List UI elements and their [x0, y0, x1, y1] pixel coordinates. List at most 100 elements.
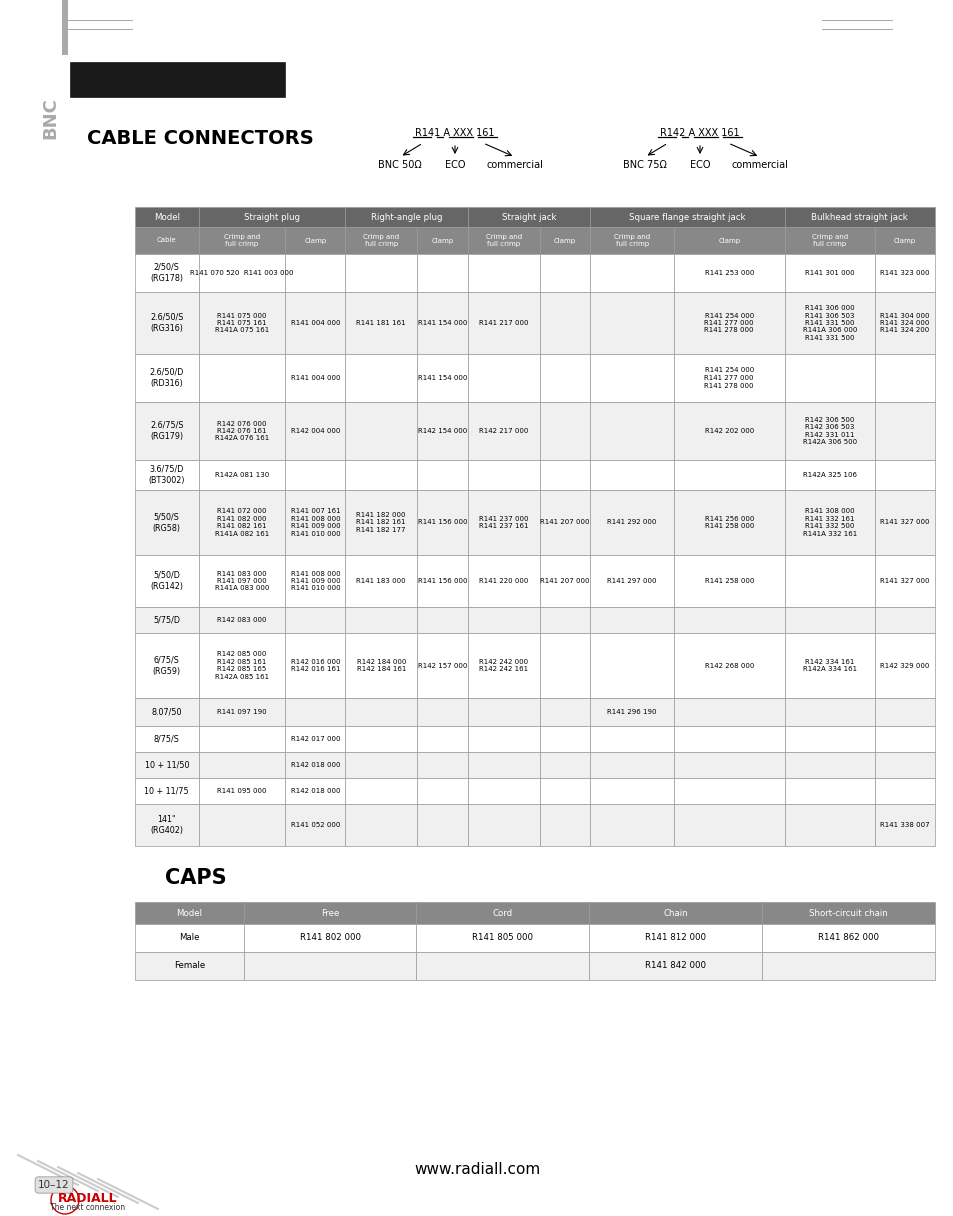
Text: R141 154 000: R141 154 000 [417, 320, 467, 326]
Bar [874, 751, 934, 778]
Bar [590, 804, 673, 846]
Bar [135, 751, 198, 778]
Text: Straight plug: Straight plug [244, 213, 299, 221]
Text: R141 183 000: R141 183 000 [356, 578, 406, 584]
Text: 2.6/50/S
(RG316): 2.6/50/S (RG316) [150, 313, 183, 333]
Bar [784, 804, 874, 846]
Bar [198, 490, 285, 554]
Bar [784, 554, 874, 607]
Bar [198, 460, 285, 490]
Bar [673, 698, 784, 726]
Bar [784, 634, 874, 698]
Text: Right-angle plug: Right-angle plug [371, 213, 442, 221]
Bar [468, 292, 539, 354]
Bar [673, 607, 784, 634]
Bar [468, 804, 539, 846]
Bar [70, 62, 285, 97]
Bar [784, 490, 874, 554]
Text: R141 007 161
R141 008 000
R141 009 000
R141 010 000: R141 007 161 R141 008 000 R141 009 000 R… [291, 508, 340, 536]
Bar [539, 460, 590, 490]
Bar [135, 254, 198, 292]
Bar [416, 634, 468, 698]
Text: CABLE CONNECTORS: CABLE CONNECTORS [87, 129, 313, 147]
Bar [874, 460, 934, 490]
Bar [673, 778, 784, 804]
Text: R141 301 000: R141 301 000 [804, 270, 854, 276]
Bar [416, 254, 468, 292]
Text: The next connexion: The next connexion [51, 1203, 126, 1211]
Text: R141 296 190: R141 296 190 [607, 709, 657, 715]
Bar [198, 804, 285, 846]
Bar [468, 227, 539, 254]
Text: R141 156 000: R141 156 000 [417, 578, 467, 584]
Bar [784, 698, 874, 726]
Text: Crimp and
full crimp: Crimp and full crimp [811, 233, 847, 247]
Bar [590, 726, 673, 751]
Bar [784, 354, 874, 402]
Bar [345, 490, 416, 554]
Bar [874, 726, 934, 751]
Bar [590, 254, 673, 292]
Text: R142 083 000: R142 083 000 [217, 617, 267, 623]
Text: Male: Male [179, 934, 199, 942]
Text: 5/75/D: 5/75/D [153, 615, 180, 625]
Bar [285, 227, 345, 254]
Bar [468, 554, 539, 607]
Bar [590, 354, 673, 402]
Bar [874, 490, 934, 554]
Bar [198, 778, 285, 804]
Text: 10–12: 10–12 [38, 1180, 70, 1190]
Bar [673, 460, 784, 490]
Bar [468, 634, 539, 698]
Bar [243, 924, 416, 952]
Text: R141 323 000: R141 323 000 [880, 270, 929, 276]
Bar [135, 952, 243, 980]
Bar [135, 607, 198, 634]
Text: R141 008 000
R141 009 000
R141 010 000: R141 008 000 R141 009 000 R141 010 000 [291, 570, 340, 591]
Bar [345, 402, 416, 460]
Bar [416, 554, 468, 607]
Text: R141 182 000
R141 182 161
R141 182 177: R141 182 000 R141 182 161 R141 182 177 [356, 512, 406, 533]
Text: 10 + 11/50: 10 + 11/50 [145, 760, 189, 770]
Bar [468, 490, 539, 554]
Bar [416, 726, 468, 751]
Bar [673, 254, 784, 292]
Text: R141 004 000: R141 004 000 [291, 320, 339, 326]
Bar [468, 607, 539, 634]
Text: Female: Female [173, 962, 205, 970]
Bar [345, 634, 416, 698]
Text: Bulkhead straight jack: Bulkhead straight jack [811, 213, 907, 221]
Text: ECO: ECO [444, 161, 465, 170]
Text: Straight jack: Straight jack [501, 213, 556, 221]
Bar [784, 227, 874, 254]
Bar [198, 354, 285, 402]
Text: R142 154 000: R142 154 000 [417, 428, 467, 434]
Bar [539, 751, 590, 778]
Bar [135, 402, 198, 460]
Text: Cable: Cable [157, 237, 176, 243]
Text: R141 083 000
R141 097 000
R141A 083 000: R141 083 000 R141 097 000 R141A 083 000 [214, 570, 269, 591]
Bar [198, 634, 285, 698]
Bar [590, 634, 673, 698]
Text: R141 075 000
R141 075 161
R141A 075 161: R141 075 000 R141 075 161 R141A 075 161 [214, 313, 269, 333]
Bar [285, 292, 345, 354]
Bar [416, 354, 468, 402]
Bar [539, 607, 590, 634]
Text: R141 A XXX 161: R141 A XXX 161 [415, 128, 495, 137]
Bar [539, 490, 590, 554]
Bar [784, 778, 874, 804]
Text: R141 207 000: R141 207 000 [539, 578, 589, 584]
Bar [784, 254, 874, 292]
Text: R141 304 000
R141 324 000
R141 324 200: R141 304 000 R141 324 000 R141 324 200 [880, 313, 929, 333]
Text: R141 070 520  R141 003 000: R141 070 520 R141 003 000 [190, 270, 294, 276]
Bar [673, 634, 784, 698]
Bar [285, 354, 345, 402]
Bar [468, 254, 539, 292]
Bar [468, 778, 539, 804]
Text: R141 338 007: R141 338 007 [880, 822, 929, 828]
Text: R142 217 000: R142 217 000 [478, 428, 528, 434]
Text: Free: Free [320, 908, 339, 918]
Bar [590, 554, 673, 607]
Text: 8/75/S: 8/75/S [153, 734, 179, 743]
Bar [285, 254, 345, 292]
